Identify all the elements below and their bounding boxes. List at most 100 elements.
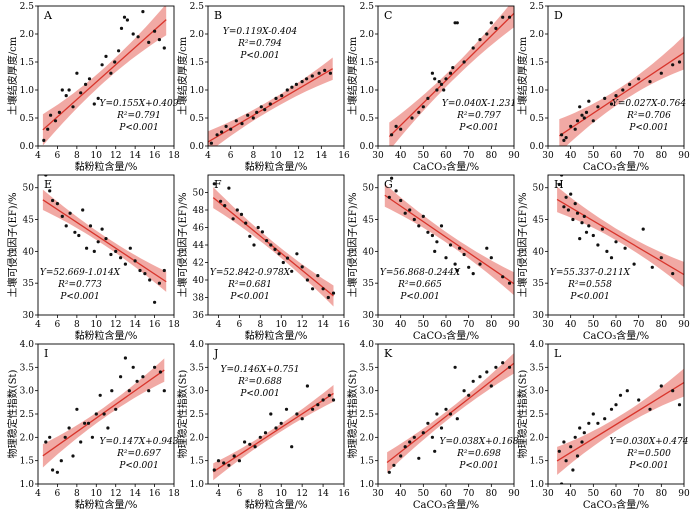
data-point bbox=[279, 421, 283, 425]
y-tick-label: 1.5 bbox=[530, 457, 545, 467]
data-point bbox=[412, 217, 416, 222]
data-point bbox=[64, 94, 68, 98]
data-point bbox=[596, 243, 600, 247]
data-point bbox=[328, 71, 332, 75]
data-point bbox=[235, 208, 239, 212]
data-point bbox=[478, 375, 482, 379]
data-point bbox=[157, 281, 161, 285]
x-axis-label: 黏粉粒含量/% bbox=[245, 498, 308, 511]
data-point bbox=[96, 240, 100, 244]
data-point bbox=[564, 195, 568, 199]
data-point bbox=[569, 124, 573, 128]
data-point bbox=[281, 260, 285, 265]
data-point bbox=[79, 440, 83, 444]
x-tick-label: 4 bbox=[35, 151, 41, 161]
data-point bbox=[417, 456, 421, 460]
x-tick-label: 60 bbox=[610, 151, 622, 161]
data-point bbox=[131, 32, 135, 36]
y-axis-label: 土壤可侵蚀因子(EF)/% bbox=[6, 193, 19, 298]
y-tick-label: 2.5 bbox=[530, 2, 545, 12]
data-point bbox=[591, 412, 595, 416]
data-point bbox=[489, 21, 493, 25]
data-point bbox=[591, 233, 595, 238]
y-axis-label: 土壤可侵蚀因子(EF)/% bbox=[176, 193, 189, 298]
fit-equation: Y=56.868-0.244X bbox=[380, 268, 461, 278]
x-axis-label: CaCO₃含量/% bbox=[413, 160, 479, 173]
panel-letter: C bbox=[384, 9, 392, 22]
x-tick-label: 10 bbox=[276, 489, 288, 499]
data-point bbox=[237, 459, 241, 463]
data-point bbox=[84, 82, 88, 86]
data-point bbox=[392, 463, 396, 467]
data-point bbox=[305, 77, 309, 81]
data-point bbox=[258, 435, 262, 439]
x-tick-label: 12 bbox=[110, 489, 121, 499]
data-point bbox=[229, 127, 233, 131]
data-point bbox=[147, 40, 151, 45]
data-point bbox=[403, 445, 407, 449]
x-tick-label: 80 bbox=[656, 489, 668, 499]
fit-equation: P<0.001 bbox=[569, 292, 609, 302]
data-point bbox=[321, 287, 325, 291]
y-tick-label: 2.0 bbox=[360, 30, 375, 40]
x-tick-label: 12 bbox=[296, 320, 307, 330]
data-point bbox=[564, 459, 568, 463]
data-point bbox=[79, 91, 83, 95]
fit-equation: R²=0.665 bbox=[397, 280, 442, 290]
data-point bbox=[387, 195, 391, 199]
data-point bbox=[49, 113, 53, 117]
x-tick-label: 70 bbox=[633, 489, 645, 499]
data-point bbox=[390, 176, 394, 180]
data-point bbox=[426, 421, 430, 425]
panel-C: 30 40 50 60 70 80 90 0.0 0.5 1.0 1.5 2.0 2.5 CaCO₃含量/… bbox=[346, 2, 520, 173]
y-tick-label: 3.0 bbox=[20, 387, 35, 397]
data-point bbox=[408, 440, 412, 444]
y-tick-label: 1.0 bbox=[360, 86, 375, 96]
data-point bbox=[573, 127, 577, 131]
data-point bbox=[55, 470, 60, 474]
x-tick-label: 50 bbox=[588, 489, 600, 499]
x-tick-label: 90 bbox=[678, 151, 690, 161]
x-tick-label: 50 bbox=[418, 320, 430, 330]
x-axis-label: 黏粉粒含量/% bbox=[245, 160, 308, 173]
x-tick-label: 30 bbox=[542, 151, 554, 161]
fit-equation: P<0.001 bbox=[628, 461, 668, 471]
fit-equation: Y=52.669-1.014X bbox=[40, 268, 121, 278]
x-tick-label: 4 bbox=[216, 489, 222, 499]
data-point bbox=[478, 38, 482, 42]
data-point bbox=[44, 440, 48, 444]
data-point bbox=[580, 113, 584, 117]
data-point bbox=[578, 426, 582, 430]
x-tick-label: 14 bbox=[129, 489, 141, 499]
data-point bbox=[212, 182, 216, 186]
y-axis-label: 物理稳定性指数(St) bbox=[176, 370, 189, 459]
y-tick-label: 3.5 bbox=[360, 363, 375, 373]
fit-equation: Y=0.040X-1.231 bbox=[442, 99, 516, 109]
data-point bbox=[435, 240, 439, 244]
x-tick-label: 12 bbox=[293, 151, 304, 161]
panel-letter: E bbox=[44, 178, 52, 191]
y-tick-label: 1.0 bbox=[20, 480, 35, 490]
data-point bbox=[143, 272, 147, 276]
x-tick-label: 16 bbox=[338, 320, 350, 330]
fit-line bbox=[208, 68, 333, 143]
data-point bbox=[55, 202, 60, 206]
data-point bbox=[133, 259, 137, 263]
data-point bbox=[263, 431, 268, 435]
data-point bbox=[566, 208, 571, 212]
y-tick-label: 2.0 bbox=[20, 433, 35, 443]
data-point bbox=[96, 96, 100, 100]
data-point bbox=[227, 463, 231, 467]
y-axis-label: 土壤可侵蚀因子(EF)/% bbox=[516, 193, 529, 298]
x-tick-label: 16 bbox=[338, 151, 350, 161]
y-tick-label: 1.5 bbox=[530, 58, 545, 68]
y-tick-label: 4.0 bbox=[360, 340, 375, 350]
y-tick-label: 1.0 bbox=[20, 86, 35, 96]
panel-letter: H bbox=[554, 178, 564, 191]
data-point bbox=[104, 54, 108, 59]
data-point bbox=[100, 63, 104, 67]
data-point bbox=[260, 230, 264, 234]
data-point bbox=[104, 237, 108, 241]
data-point bbox=[259, 105, 263, 109]
data-point bbox=[582, 116, 586, 120]
